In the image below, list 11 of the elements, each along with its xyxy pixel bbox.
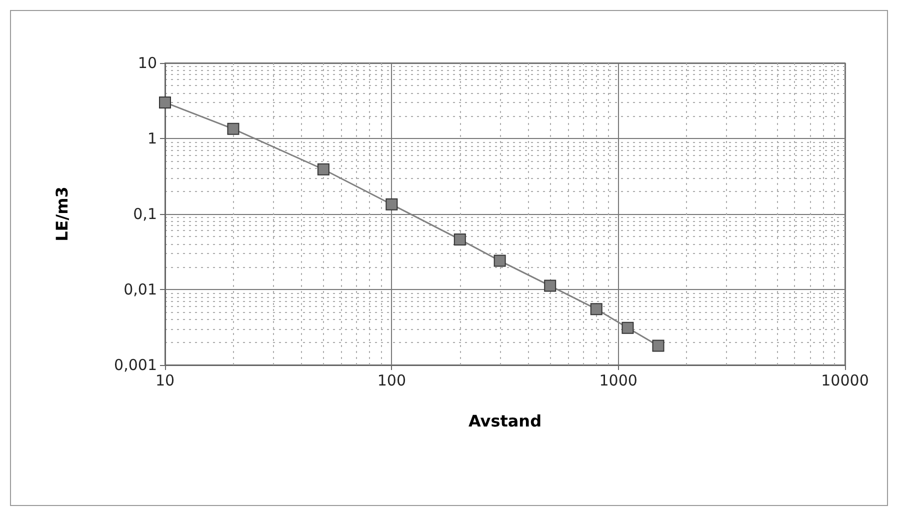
y-axis-title: LE/m3 (52, 186, 72, 242)
x-tick-label: 10000 (821, 372, 869, 390)
x-tick-label: 100 (377, 372, 406, 390)
y-tick-label: 10 (138, 54, 157, 72)
y-tick-label: 0,01 (124, 280, 157, 298)
x-tick-label: 10 (155, 372, 175, 390)
x-tick-label: 1000 (599, 372, 638, 390)
y-tick-label: 0,001 (114, 356, 157, 374)
y-tick-label: 0,1 (133, 205, 157, 223)
y-tick-label: 1 (147, 130, 157, 148)
x-axis-title: Avstand (468, 412, 542, 430)
